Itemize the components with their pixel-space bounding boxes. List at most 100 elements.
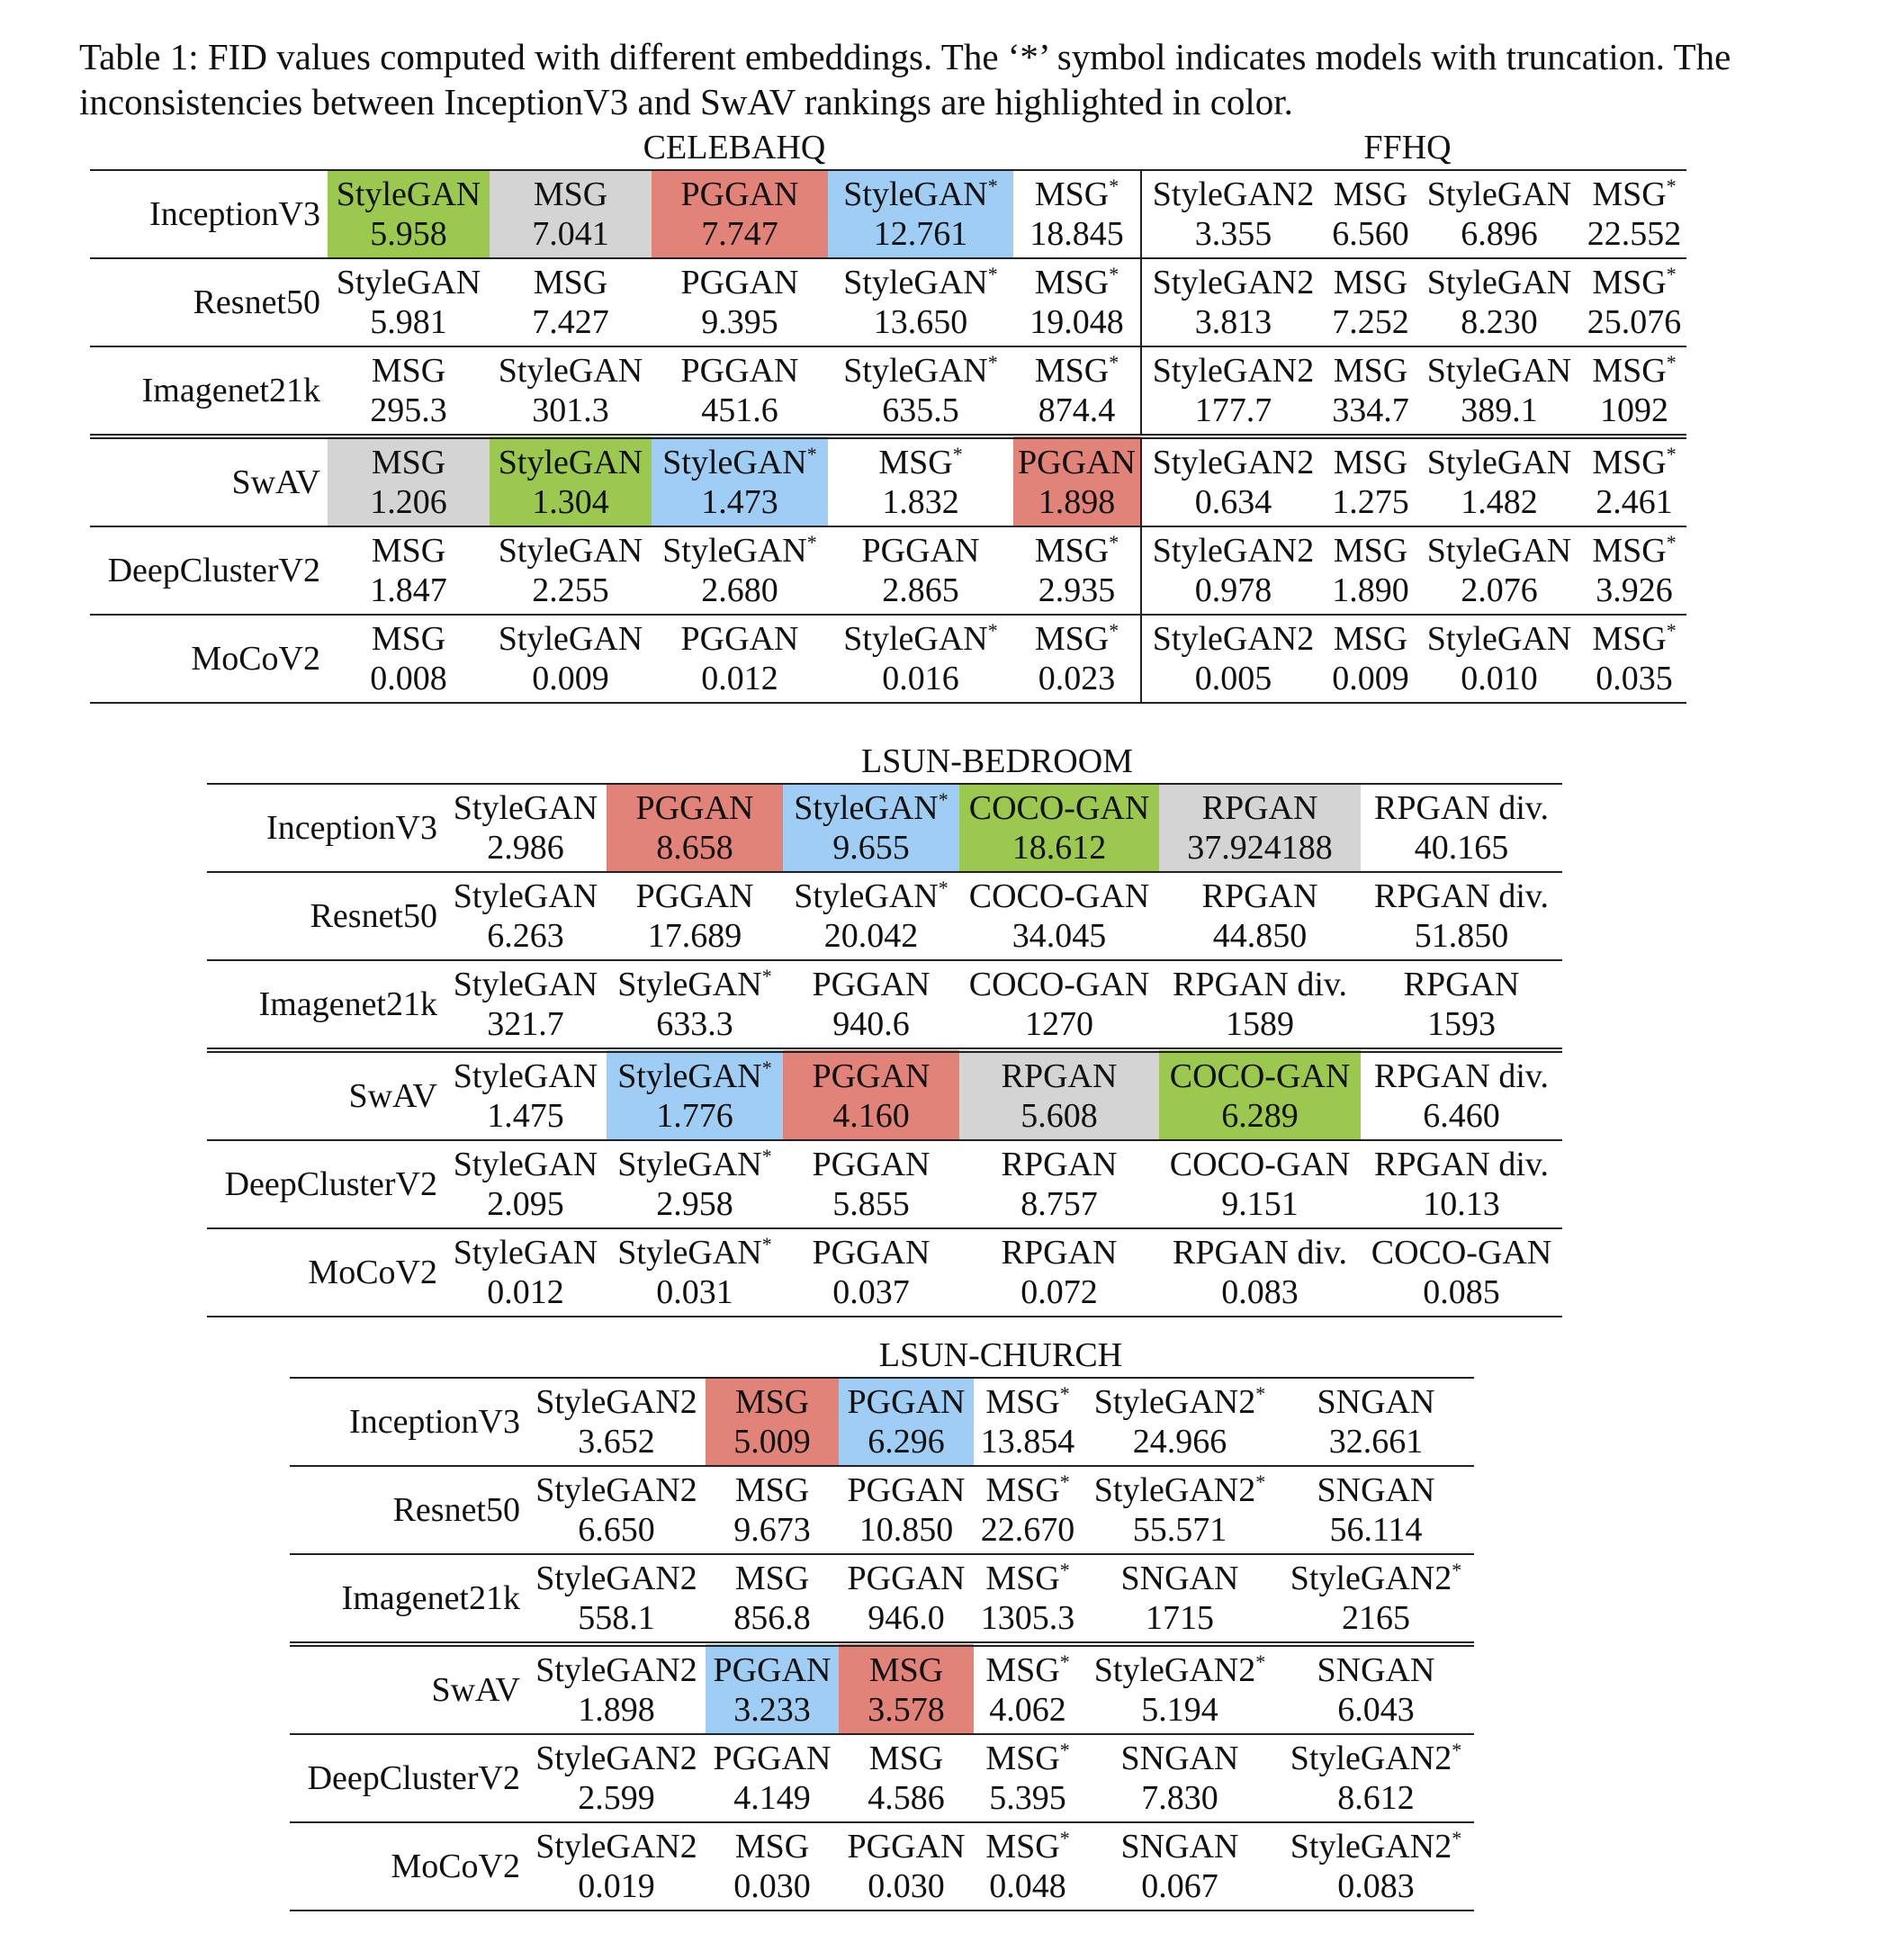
model-name-text: StyleGAN [336, 175, 481, 213]
truncation-asterisk: * [761, 965, 772, 987]
model-name-text: MSG [985, 1828, 1060, 1866]
fid-value: 6.460 [1423, 1097, 1500, 1135]
model-cell: COCO-GAN 18.612 [959, 784, 1159, 872]
model-name: StyleGAN* [607, 1145, 783, 1184]
model-cell: StyleGAN* 635.5 [828, 346, 1013, 436]
model-name: PGGAN [652, 619, 828, 659]
fid-value: 1305.3 [980, 1599, 1075, 1637]
model-name-text: StyleGAN [617, 1234, 762, 1272]
model-cell: SNGAN 1715 [1082, 1554, 1278, 1644]
model-name-text: StyleGAN [336, 264, 481, 301]
model-name-text: StyleGAN2 [1152, 175, 1315, 213]
model-name: PGGAN [783, 1056, 959, 1096]
model-name-text: PGGAN [812, 1057, 931, 1095]
truncation-asterisk: * [1109, 531, 1119, 553]
model-name-text: StyleGAN [843, 175, 988, 213]
fid-value: 8.757 [1020, 1185, 1098, 1223]
fid-value: 44.850 [1212, 917, 1308, 955]
fid-value: 7.830 [1141, 1779, 1218, 1817]
model-cell: MSG 1.206 [328, 436, 490, 526]
model-cell: PGGAN 7.747 [652, 170, 828, 258]
model-cell: PGGAN 3.233 [706, 1644, 839, 1734]
fid-value: 1715 [1146, 1599, 1214, 1637]
model-name: RPGAN [959, 1233, 1159, 1272]
model-name-text: MSG [1333, 352, 1408, 390]
model-name-text: StyleGAN2 [1152, 352, 1315, 390]
model-name-text: COCO-GAN [1169, 1146, 1351, 1183]
fid-value: 5.855 [832, 1185, 910, 1223]
model-cell: StyleGAN2* 0.083 [1278, 1822, 1474, 1911]
truncation-asterisk: * [1666, 351, 1677, 373]
fid-value: 2.599 [578, 1779, 655, 1817]
model-name: StyleGAN2 [527, 1739, 706, 1778]
fid-value: 3.813 [1194, 303, 1272, 341]
model-name-text: StyleGAN [453, 789, 598, 827]
model-name-text: StyleGAN [1426, 532, 1572, 570]
model-cell: PGGAN 0.030 [839, 1822, 974, 1911]
fid-value: 0.634 [1194, 483, 1272, 521]
table-caption: Table 1: FID values computed with differ… [79, 36, 1731, 122]
embedding-label: MoCoV2 [308, 1254, 437, 1291]
model-name: PGGAN [839, 1382, 974, 1422]
model-name: StyleGAN [490, 443, 652, 482]
model-name: MSG* [1582, 531, 1686, 571]
fid-value: 334.7 [1332, 391, 1409, 429]
fid-value: 22.670 [980, 1511, 1075, 1549]
fid-value: 0.030 [733, 1867, 811, 1905]
table-row: InceptionV3 StyleGAN2 3.652 MSG 5.009 PGGAN 6.… [290, 1378, 1474, 1466]
fid-value: 874.4 [1038, 391, 1116, 429]
fid-value: 2.986 [487, 829, 564, 867]
model-name: StyleGAN [1416, 263, 1582, 302]
fid-value: 5.981 [370, 303, 447, 341]
embedding-label: SwAV [231, 463, 320, 501]
model-name: PGGAN [706, 1739, 839, 1778]
model-cell: MSG* 1092 [1582, 346, 1686, 436]
bedroom-block: LSUN-BEDROOM InceptionV3 StyleGAN 2.986 PGG… [207, 738, 1562, 1317]
model-cell: SNGAN 6.043 [1278, 1644, 1474, 1734]
truncation-asterisk: * [1666, 531, 1677, 553]
embedding-label: Imagenet21k [258, 985, 437, 1023]
model-cell: StyleGAN2* 8.612 [1278, 1734, 1474, 1822]
model-name: StyleGAN [445, 877, 607, 916]
model-name-text: PGGAN [680, 175, 799, 213]
model-name: StyleGAN2* [1278, 1827, 1474, 1866]
model-name-text: StyleGAN [453, 877, 598, 915]
model-name: StyleGAN2 [527, 1559, 706, 1598]
model-name: MSG [328, 619, 490, 659]
table-row: SwAV MSG 1.206 StyleGAN 1.304 StyleGAN* 1.473 M… [90, 436, 1686, 526]
model-name-text: MSG [985, 1560, 1060, 1597]
model-name: SNGAN [1082, 1827, 1278, 1866]
model-name: StyleGAN* [607, 1056, 783, 1096]
truncation-asterisk: * [761, 1056, 772, 1079]
model-cell: MSG 7.252 [1325, 258, 1416, 346]
model-name-text: PGGAN [812, 966, 931, 1003]
model-name-text: RPGAN div. [1374, 1057, 1549, 1095]
model-name-text: RPGAN [1201, 789, 1318, 827]
fid-value: 1.898 [578, 1691, 655, 1729]
model-name-text: StyleGAN [498, 352, 643, 390]
model-cell: PGGAN 946.0 [839, 1554, 974, 1644]
model-name-text: MSG [1333, 175, 1408, 213]
model-cell: MSG 3.578 [839, 1644, 974, 1734]
model-name: RPGAN [1159, 877, 1361, 916]
fid-value: 0.083 [1221, 1273, 1299, 1311]
model-cell: MSG 1.275 [1325, 436, 1416, 526]
model-name: SNGAN [1082, 1739, 1278, 1778]
model-name: MSG* [1013, 263, 1140, 302]
fid-value: 1092 [1600, 391, 1668, 429]
fid-value: 40.165 [1414, 829, 1509, 867]
model-name-text: StyleGAN2 [1093, 1471, 1256, 1509]
model-name: RPGAN div. [1159, 965, 1361, 1004]
model-name: RPGAN [1361, 965, 1562, 1004]
fid-value: 6.650 [578, 1511, 655, 1549]
model-name-text: StyleGAN2 [1152, 264, 1315, 301]
truncation-asterisk: * [1109, 175, 1119, 197]
model-cell: MSG 7.427 [490, 258, 652, 346]
model-name: MSG [839, 1650, 974, 1690]
truncation-asterisk: * [952, 443, 963, 465]
model-name-text: PGGAN [713, 1740, 832, 1777]
fid-value: 940.6 [832, 1005, 910, 1043]
model-cell: MSG 7.041 [490, 170, 652, 258]
model-name: StyleGAN2* [1082, 1650, 1278, 1690]
model-name: COCO-GAN [959, 965, 1159, 1004]
